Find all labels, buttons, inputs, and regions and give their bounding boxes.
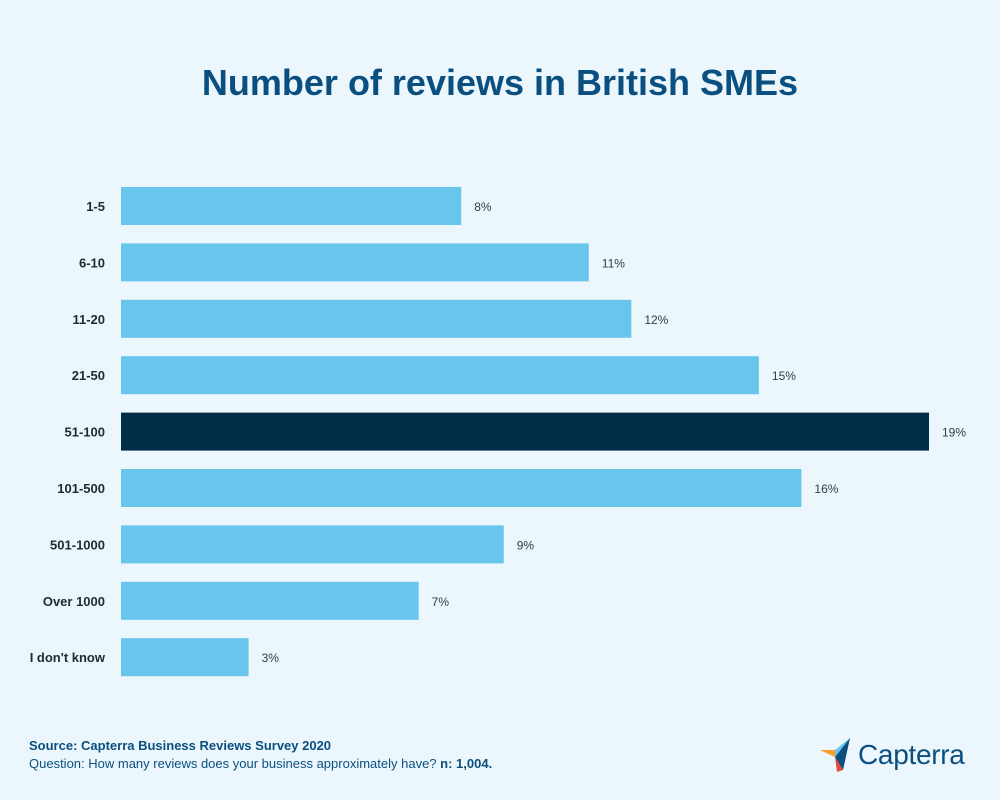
bar-501-1000	[121, 525, 504, 564]
value-label: 11%	[602, 256, 625, 270]
value-label: 7%	[432, 595, 450, 609]
category-label: 101-500	[57, 481, 105, 496]
value-label: 9%	[517, 538, 535, 552]
question-note: Question: How many reviews does your bus…	[29, 756, 492, 771]
capterra-arrow-icon	[820, 738, 850, 772]
category-label: 11-20	[72, 312, 105, 327]
bar-101-500	[121, 469, 802, 507]
sample-size: n: 1,004.	[440, 756, 493, 771]
category-label: 6-10	[79, 255, 105, 270]
bar-51-100	[121, 412, 929, 451]
source-note: Source: Capterra Business Reviews Survey…	[29, 738, 332, 753]
bar-i-don-t-know	[121, 638, 249, 677]
bar-over-1000	[121, 581, 419, 620]
category-label: 1-5	[86, 199, 105, 214]
value-label: 12%	[644, 313, 668, 327]
category-label: 501-1000	[50, 537, 105, 552]
value-label: 16%	[814, 482, 838, 496]
bar-21-50	[121, 356, 759, 395]
value-label: 19%	[942, 426, 966, 440]
capterra-logo: Capterra	[820, 738, 965, 772]
value-label: 8%	[474, 200, 492, 214]
value-label: 3%	[262, 651, 280, 665]
brand-name: Capterra	[858, 739, 965, 770]
chart-title: Number of reviews in British SMEs	[201, 62, 799, 103]
value-label: 15%	[772, 369, 796, 383]
bar-1-5	[121, 187, 462, 225]
category-label: 21-50	[72, 368, 105, 383]
category-label: I don't know	[30, 650, 106, 665]
bar-6-10	[121, 243, 589, 282]
bar-11-20	[121, 299, 632, 338]
question-text: Question: How many reviews does your bus…	[29, 756, 437, 771]
category-label: 51-100	[65, 425, 105, 440]
category-label: Over 1000	[43, 594, 105, 609]
